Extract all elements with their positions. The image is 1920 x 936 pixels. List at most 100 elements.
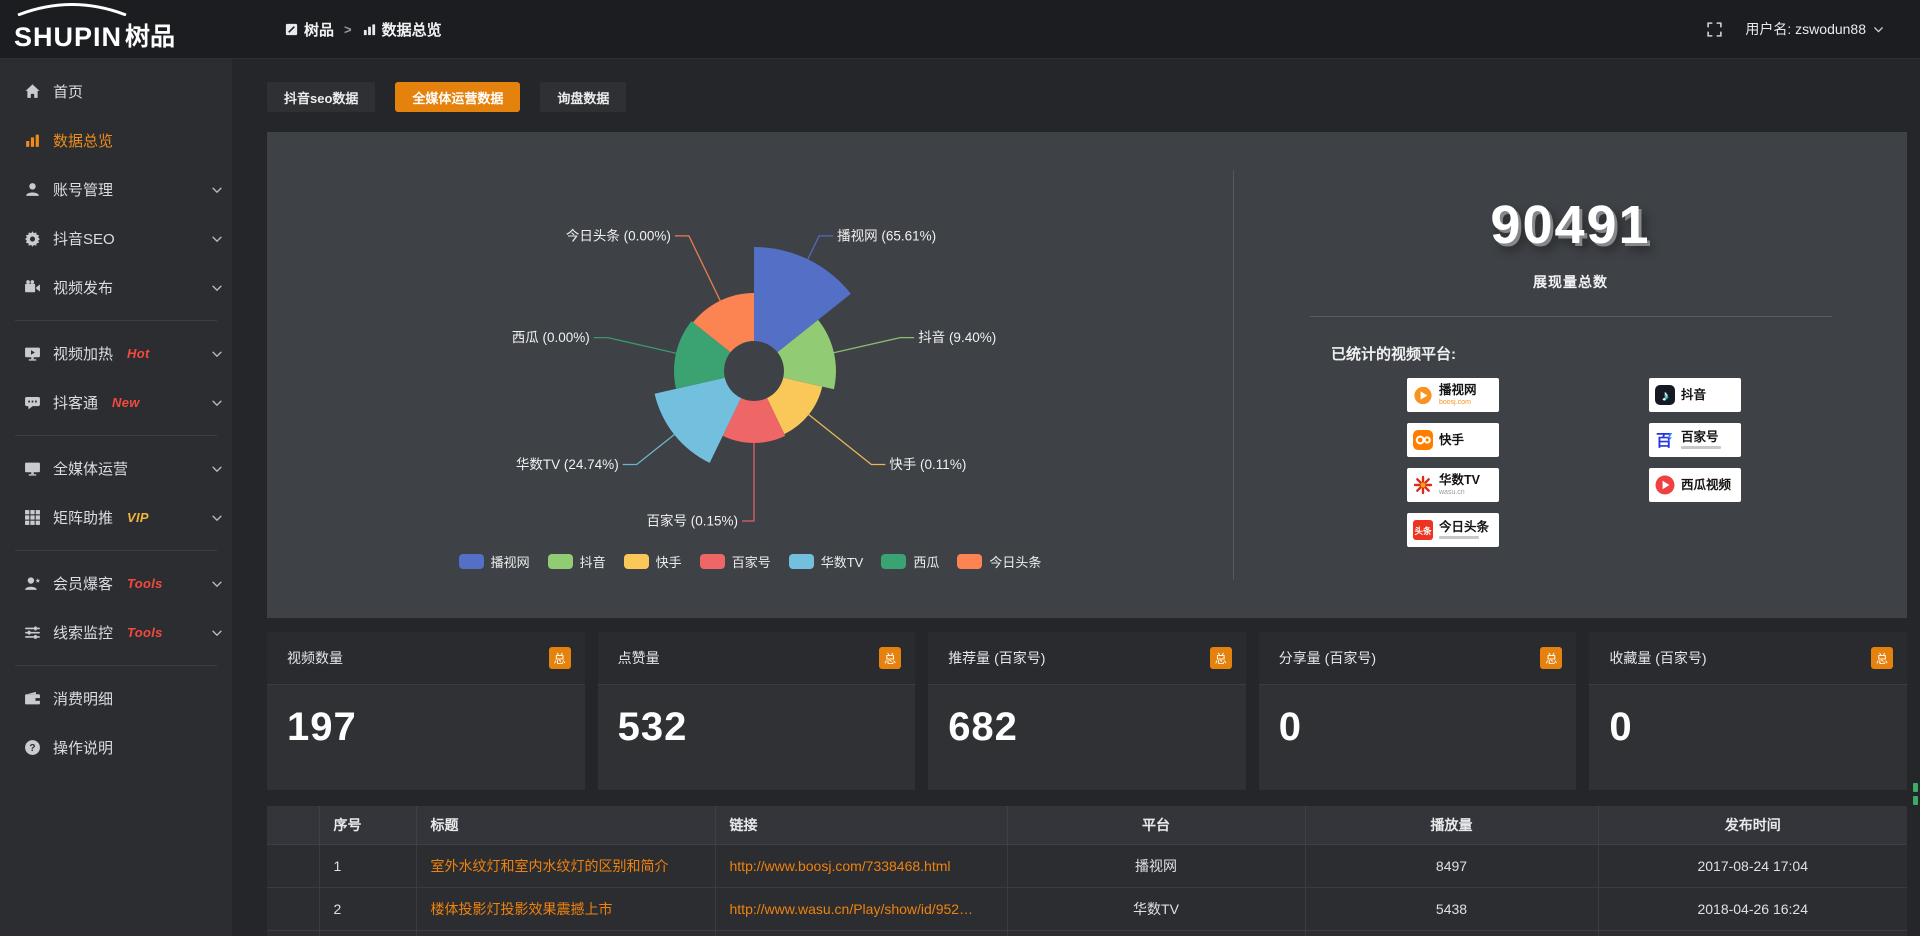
boosj-logo [1412, 384, 1434, 406]
scroll-indicator[interactable] [1913, 783, 1918, 809]
video-url-link[interactable]: http://www.boosj.com/7338468.html [729, 857, 951, 874]
sidebar-item-视频发布[interactable]: 视频发布 [0, 263, 232, 312]
sidebar-item-数据总览[interactable]: 数据总览 [0, 116, 232, 165]
cell-link: http://www.wasu.cn/Play/show/id/952… [714, 886, 1008, 931]
video-title-link[interactable]: 室外水纹灯和室内水纹灯的区别和简介 [430, 857, 669, 874]
cell-link: http://www.boosj.com/7338468.html [714, 843, 1008, 888]
logo-text-cn: 树品 [125, 23, 176, 52]
tab-抖音seo数据[interactable]: 抖音seo数据 [267, 82, 376, 112]
stat-card-header: 收藏量 (百家号) 总 [1589, 632, 1907, 685]
sidebar-item-消费明细[interactable]: 消费明细 [0, 674, 232, 723]
sidebar-item-会员爆客[interactable]: 会员爆客 Tools [0, 559, 232, 608]
legend-swatch [788, 554, 814, 569]
sidebar-item-视频加热[interactable]: 视频加热 Hot [0, 329, 232, 378]
stat-card-header: 分享量 (百家号) 总 [1258, 632, 1577, 685]
svg-text:♪: ♪ [1662, 388, 1670, 405]
pie-slice-华数TV[interactable] [654, 377, 741, 463]
sidebar-item-label: 线索监控 [53, 625, 114, 642]
pie-slice-抖音[interactable] [777, 319, 836, 390]
sidebar-item-抖客通[interactable]: 抖客通 New [0, 378, 232, 427]
panel-vertical-divider [1233, 170, 1234, 580]
pie-slice-今日头条[interactable] [693, 293, 754, 353]
platform-badges: 播视网 boosj.com 快手华数TV wasu.cn 头条 今日头条 ♪ ♪ 抖音百百家号西… [1407, 378, 1907, 547]
sidebar-item-操作说明[interactable]: ? 操作说明 [0, 723, 232, 772]
logo: SHUPIN 树品 [0, 0, 232, 59]
chevron-down-icon [210, 183, 224, 197]
user-menu[interactable]: 用户名: zswodun88 [1745, 19, 1885, 39]
logo-text: SHUPIN [14, 21, 123, 52]
sidebar-divider [15, 665, 217, 666]
legend-item-西瓜[interactable]: 西瓜 [881, 552, 939, 571]
fullscreen-icon[interactable] [1706, 21, 1723, 38]
pie-slice-西瓜[interactable] [674, 321, 731, 389]
legend-swatch [957, 554, 983, 569]
sidebar-item-账号管理[interactable]: 账号管理 [0, 165, 232, 214]
total-badge[interactable]: 总 [548, 647, 571, 669]
breadcrumb-current[interactable]: 数据总览 [362, 19, 442, 40]
kuaishou-logo [1412, 429, 1434, 451]
stat-card-header: 点赞量 总 [597, 632, 916, 685]
legend-item-百家号[interactable]: 百家号 [699, 552, 771, 571]
pie-slice-百家号[interactable] [722, 398, 786, 444]
svg-text:头条: 头条 [1414, 526, 1432, 536]
tab-全媒体运营数据[interactable]: 全媒体运营数据 [395, 82, 521, 112]
platform-badge-今日头条[interactable]: 头条 今日头条 [1407, 513, 1499, 547]
sidebar-divider [15, 320, 217, 321]
tab-bar: 抖音seo数据 全媒体运营数据 询盘数据 [267, 82, 627, 112]
bar-chart-icon [24, 132, 41, 149]
legend-item-抖音[interactable]: 抖音 [547, 552, 606, 571]
legend-label: 百家号 [731, 555, 771, 570]
total-badge[interactable]: 总 [1540, 647, 1563, 669]
video-url-link[interactable]: http://www.wasu.cn/Play/show/id/952… [729, 900, 974, 917]
sidebar-item-badge: Hot [127, 346, 150, 361]
legend-item-快手[interactable]: 快手 [623, 552, 682, 571]
chevron-down-icon [210, 281, 224, 295]
legend-item-播视网[interactable]: 播视网 [458, 552, 530, 571]
sidebar-item-抖音SEO[interactable]: 抖音SEO [0, 214, 232, 263]
stat-card-value: 532 [617, 705, 688, 749]
pie-slice-播视网[interactable] [754, 247, 851, 353]
breadcrumb-home[interactable]: 树品 [284, 19, 334, 40]
summary-section: 90491 展现量总数 已统计的视频平台: 播视网 boosj.com 快手 华数TV… [1234, 132, 1907, 618]
sidebar-item-线索监控[interactable]: 线索监控 Tools [0, 608, 232, 657]
total-badge[interactable]: 总 [1870, 647, 1893, 669]
member-icon [24, 575, 41, 592]
platform-badge-华数TV[interactable]: 华数TV wasu.cn [1407, 468, 1499, 502]
legend-item-华数TV[interactable]: 华数TV [788, 552, 864, 571]
stat-card-推荐量 (百家号): 推荐量 (百家号) 总 682 [928, 632, 1246, 790]
stat-card-value: 0 [1278, 705, 1303, 749]
chevron-down-icon [210, 577, 224, 591]
video-title-link[interactable]: 楼体投影灯投影效果震撼上市 [430, 900, 613, 917]
cell-time: 2018-04-26 16:24 [1597, 886, 1907, 931]
platform-badge-百家号[interactable]: 百百家号 [1649, 423, 1741, 457]
wasu-logo [1412, 474, 1434, 496]
pie-label-百家号: 百家号 (0.15%) [646, 513, 738, 529]
row-select-cell [267, 886, 320, 931]
stat-card-label: 点赞量 [617, 650, 660, 666]
legend-label: 华数TV [820, 555, 864, 570]
toutiao-logo: 头条 [1412, 519, 1434, 541]
sidebar-item-label: 视频加热 [53, 346, 114, 363]
sidebar-item-首页[interactable]: 首页 [0, 67, 232, 116]
main-content: 抖音seo数据 全媒体运营数据 询盘数据 播视网 (65.61%) 抖音 (9.40%… [232, 59, 1920, 936]
legend-swatch [547, 554, 573, 569]
legend-swatch [881, 554, 907, 569]
platform-badge-播视网[interactable]: 播视网 boosj.com [1407, 378, 1499, 412]
platform-badge-西瓜视频[interactable]: 西瓜视频 [1649, 468, 1741, 502]
total-badge[interactable]: 总 [879, 647, 902, 669]
sidebar-item-label: 抖音SEO [53, 231, 115, 248]
platform-badge-抖音[interactable]: ♪ ♪ 抖音 [1649, 378, 1741, 412]
table-header-row: 序号 标题 链接 平台 播放量 发布时间 [267, 806, 1907, 845]
pie-slice-快手[interactable] [767, 377, 823, 435]
tab-询盘数据[interactable]: 询盘数据 [540, 82, 627, 112]
chevron-down-icon [210, 511, 224, 525]
sidebar-item-矩阵助推[interactable]: 矩阵助推 VIP [0, 493, 232, 542]
svg-text:?: ? [29, 743, 35, 754]
sidebar-item-全媒体运营[interactable]: 全媒体运营 [0, 444, 232, 493]
legend-item-今日头条[interactable]: 今日头条 [957, 552, 1041, 571]
total-badge[interactable]: 总 [1209, 647, 1232, 669]
logo-arc [17, 2, 127, 16]
platform-badge-快手[interactable]: 快手 [1407, 423, 1499, 457]
sidebar-divider [15, 435, 217, 436]
stat-card-header: 视频数量 总 [267, 632, 585, 685]
